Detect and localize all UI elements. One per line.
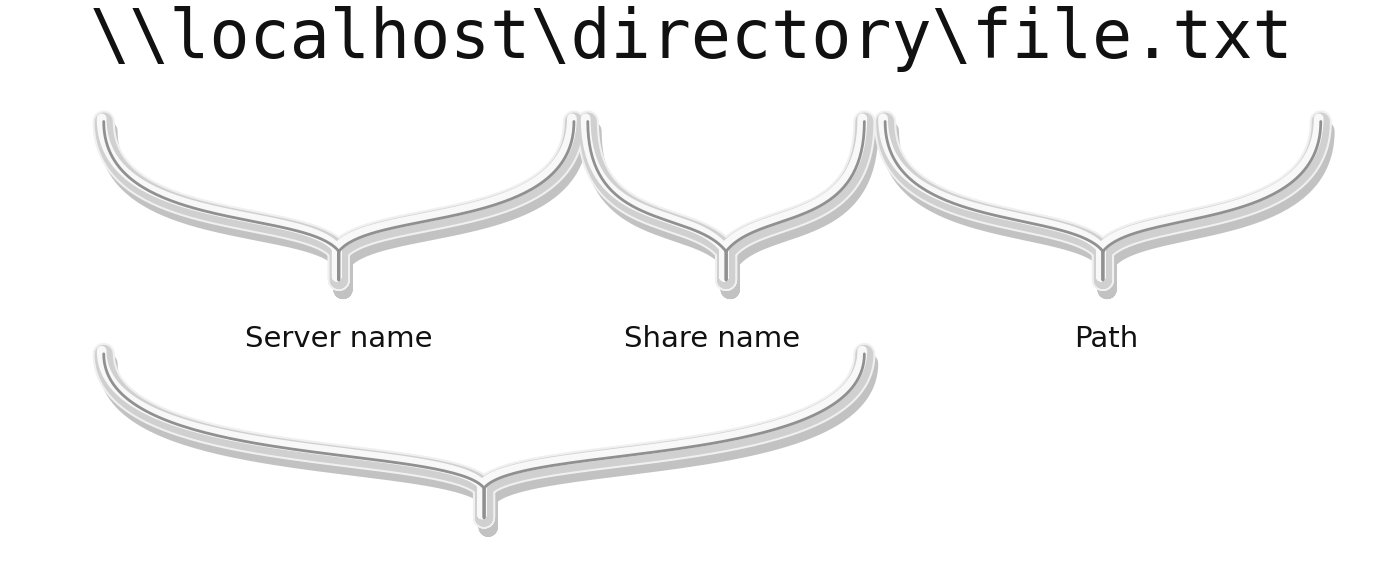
Text: Path: Path xyxy=(1075,325,1138,353)
Text: \\localhost\directory\file.txt: \\localhost\directory\file.txt xyxy=(90,6,1293,72)
Text: Share name: Share name xyxy=(624,325,801,353)
Text: Server name: Server name xyxy=(245,325,433,353)
